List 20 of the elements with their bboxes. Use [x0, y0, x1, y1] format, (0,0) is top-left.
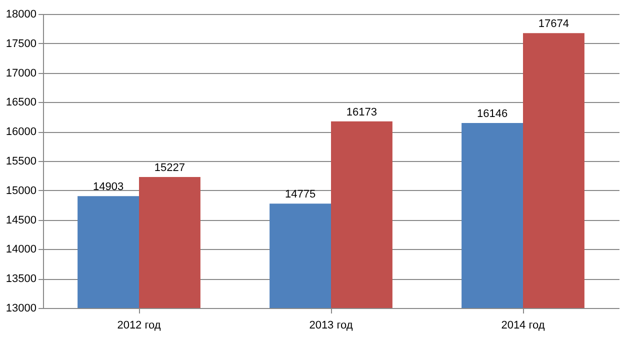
y-tick-label: 13500 [6, 273, 36, 286]
y-tick-label: 16500 [6, 96, 36, 109]
y-tick-label: 17500 [6, 38, 36, 50]
y-tick-label: 15500 [6, 156, 36, 168]
y-tick-label: 18000 [6, 8, 36, 20]
y-tick-label: 13000 [6, 302, 36, 314]
data-label: 16173 [346, 106, 378, 118]
y-tick-label: 17000 [6, 67, 36, 80]
y-tick-label: 14000 [6, 244, 36, 256]
data-label: 15227 [154, 162, 186, 174]
data-label: 16146 [476, 108, 508, 120]
x-tick-label: 2013 год [309, 320, 354, 332]
y-tick-label: 14500 [6, 214, 36, 226]
y-tick-label: 15000 [6, 184, 36, 197]
data-label: 14903 [92, 181, 124, 194]
x-tick-label: 2012 год [117, 320, 162, 332]
x-tick-label: 2014 год [501, 320, 546, 332]
data-label: 17674 [538, 18, 570, 30]
data-label: 14775 [284, 188, 316, 201]
y-tick-label: 16000 [6, 126, 36, 138]
